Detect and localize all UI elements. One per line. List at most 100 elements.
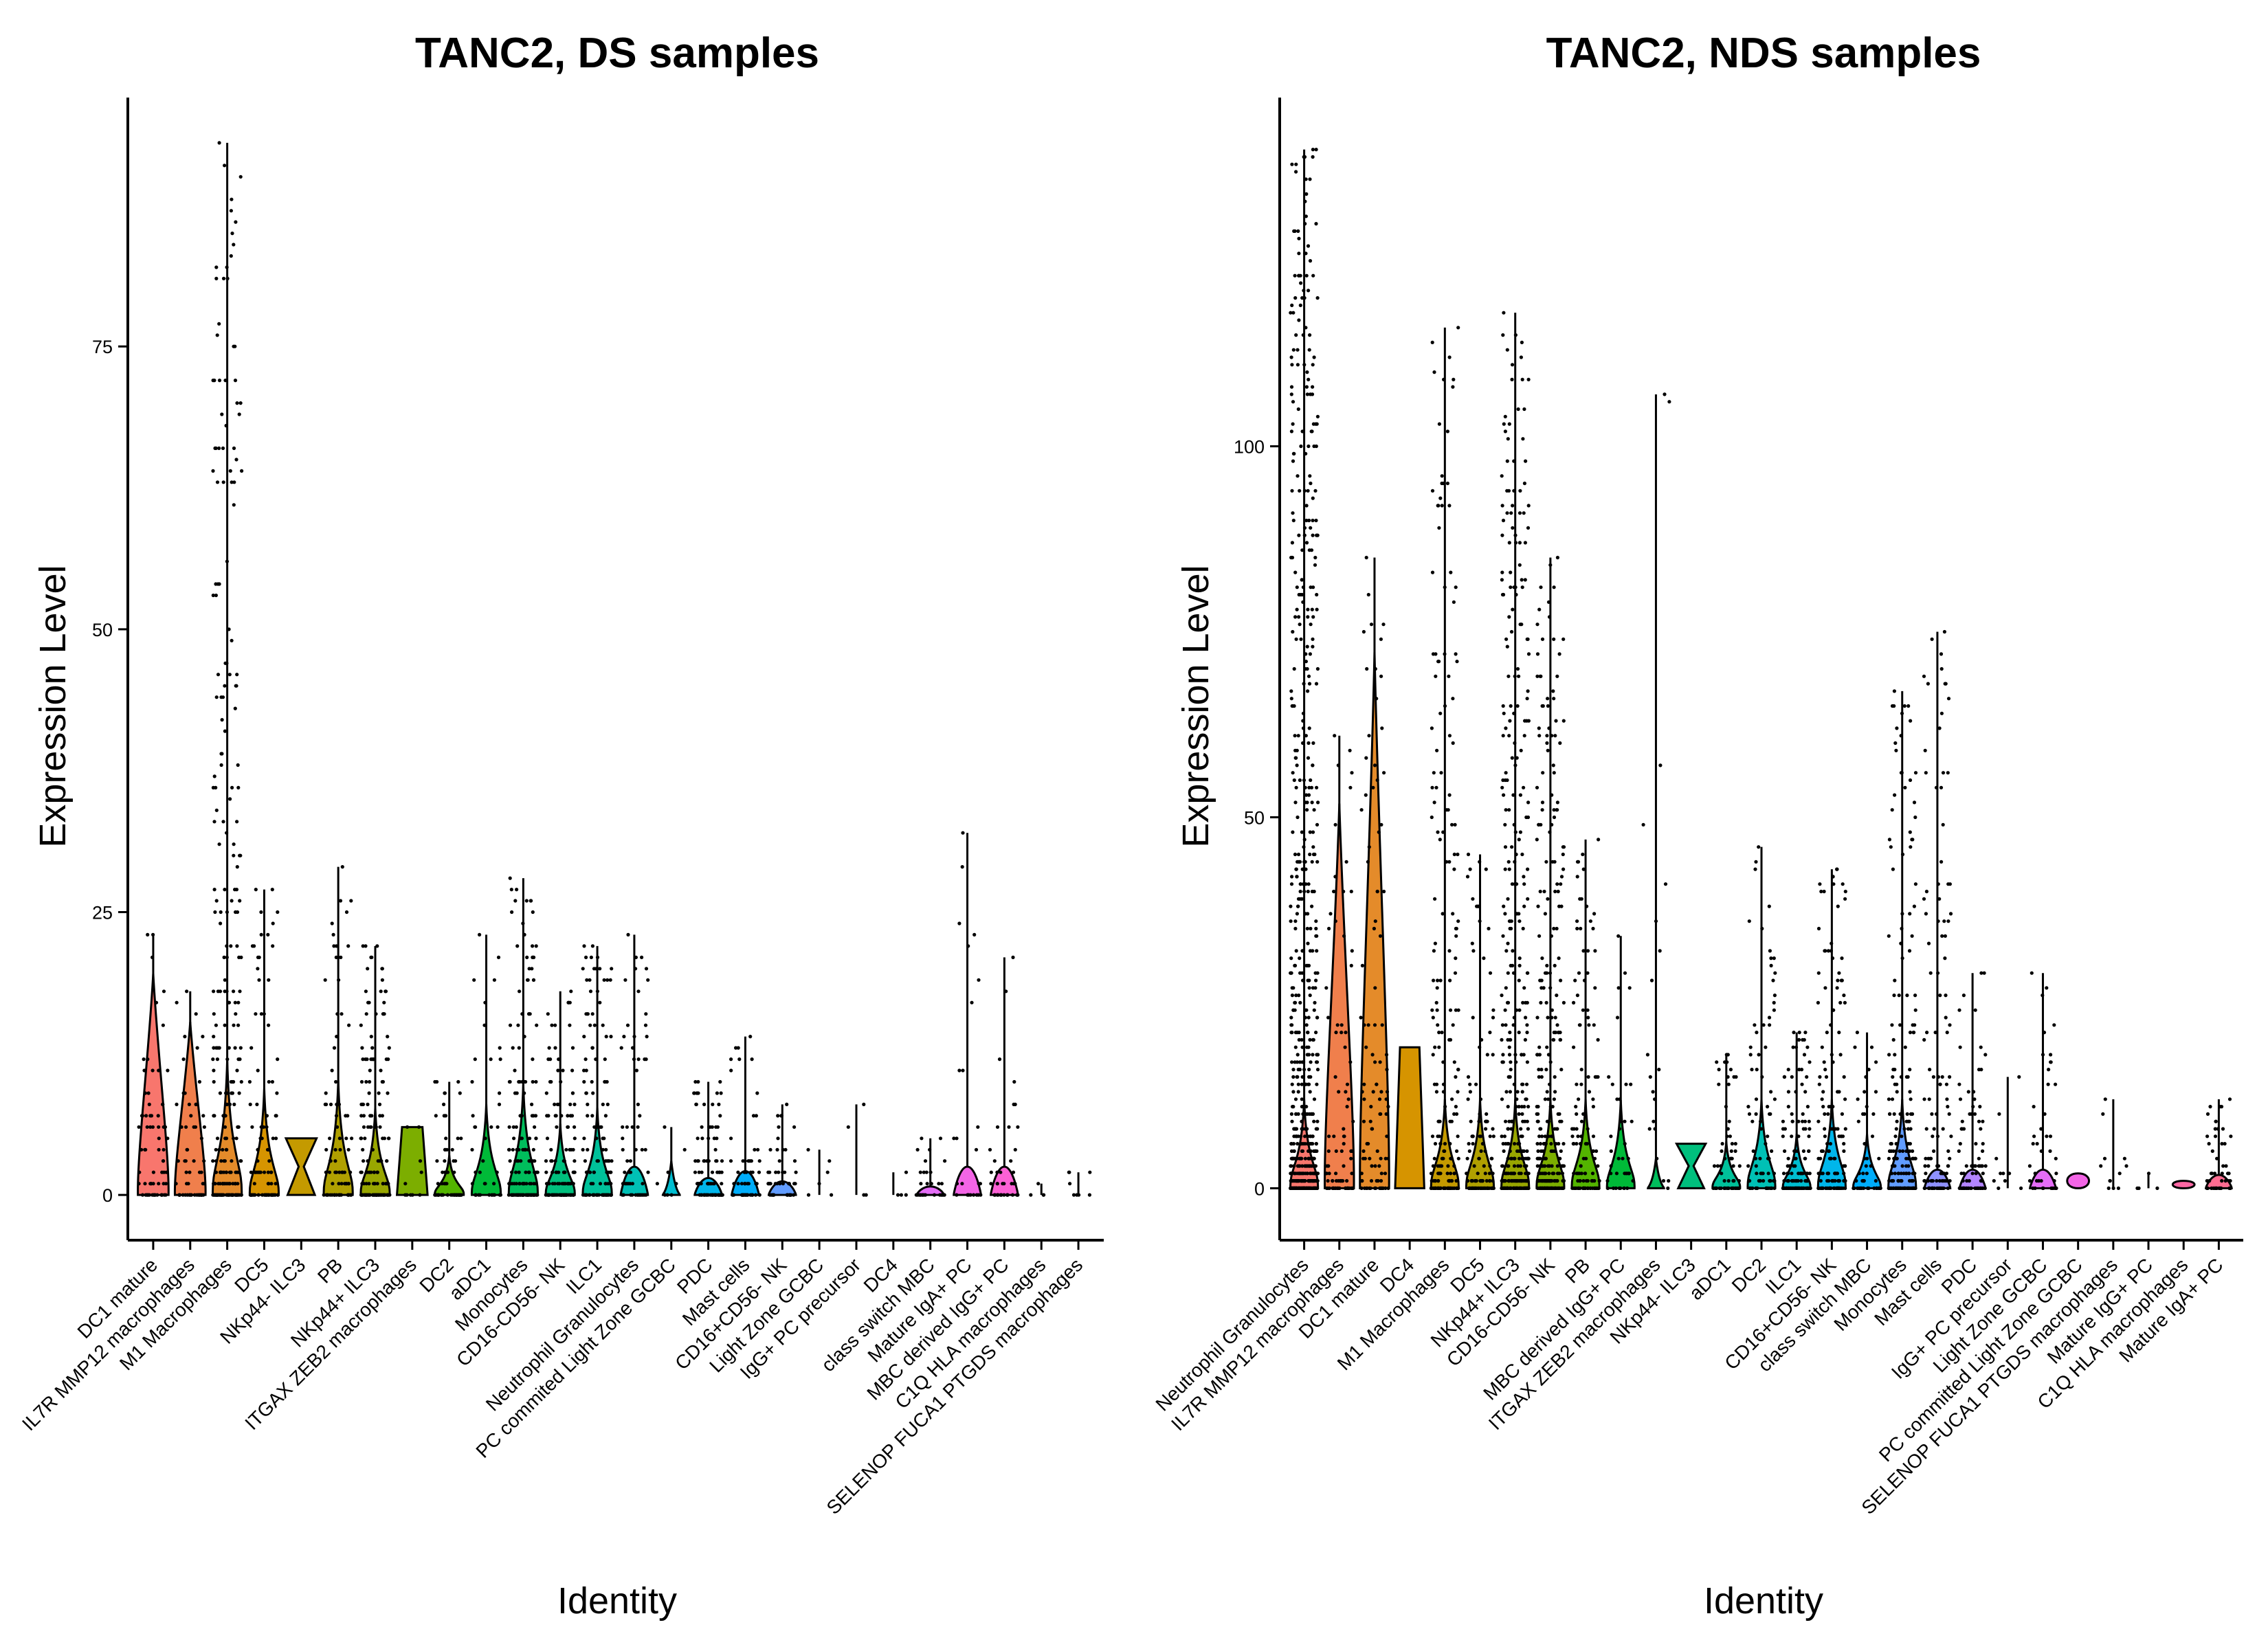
jitter-point [1863, 1156, 1867, 1160]
jitter-point [1547, 615, 1552, 619]
jitter-point [223, 1136, 227, 1141]
jitter-point [1797, 1134, 1801, 1138]
jitter-point [1978, 1105, 1982, 1109]
jitter-point [1924, 1156, 1928, 1160]
jitter-point [1609, 1149, 1613, 1153]
jitter-point [1375, 697, 1379, 701]
jitter-point [1438, 978, 1443, 983]
jitter-point [1559, 1068, 1564, 1072]
jitter-point [1306, 689, 1310, 693]
jitter-point [1540, 637, 1545, 641]
jitter-point [521, 921, 525, 926]
jitter-point [256, 1193, 260, 1197]
jitter-point [192, 1193, 197, 1197]
jitter-point [1501, 1179, 1505, 1183]
violin-panel-nds: TANC2, NDS samples Expression Level Iden… [1152, 30, 2243, 1622]
jitter-point [262, 1125, 266, 1129]
jitter-point [218, 1091, 222, 1095]
jitter-point [666, 1170, 670, 1174]
jitter-point [1326, 1179, 1330, 1183]
jitter-point [1972, 1090, 1976, 1094]
jitter-point [163, 1125, 168, 1129]
jitter-point [1892, 704, 1896, 708]
jitter-point [1537, 734, 1542, 738]
jitter-point [1445, 1171, 1449, 1176]
jitter-point [1755, 1171, 1759, 1176]
jitter-point [227, 627, 231, 631]
y-tick-label: 75 [92, 337, 113, 357]
jitter-point [1292, 1171, 1296, 1176]
jitter-point [221, 446, 225, 451]
jitter-point [1016, 1193, 1020, 1197]
jitter-point [1840, 978, 1844, 983]
jitter-point [328, 1193, 333, 1197]
jitter-point [1500, 474, 1504, 478]
jitter-point [1289, 311, 1293, 315]
jitter-point [1926, 941, 1931, 945]
jitter-point [1546, 748, 1550, 752]
x-tick-label-dc2: DC2 [1728, 1254, 1770, 1297]
jitter-point [1367, 845, 1371, 849]
jitter-point [1310, 1112, 1314, 1116]
jitter-point [1441, 830, 1445, 834]
jitter-point [1842, 1164, 1846, 1168]
jitter-point [1575, 1171, 1579, 1176]
x-tick-label-neutrophil-granulocytes: Neutrophil Granulocytes [1152, 1254, 1313, 1415]
jitter-point [1575, 926, 1579, 931]
jitter-point [1948, 1156, 1952, 1160]
jitter-point [1836, 1090, 1840, 1094]
jitter-point [1854, 1179, 1858, 1183]
jitter-point [720, 1182, 724, 1186]
jitter-point [1298, 778, 1302, 783]
jitter-point [1297, 533, 1301, 537]
jitter-point [1524, 1082, 1529, 1086]
jitter-point [1887, 838, 1891, 842]
jitter-point [1961, 1179, 1965, 1183]
jitter-point [530, 1114, 535, 1118]
jitter-point [1526, 526, 1531, 530]
jitter-point [1491, 1008, 1496, 1012]
jitter-point [1359, 1016, 1363, 1020]
jitter-point [377, 1091, 381, 1095]
jitter-point [1519, 355, 1523, 359]
jitter-point [2205, 1134, 2210, 1138]
jitter-point [1506, 1186, 1510, 1190]
jitter-point [1511, 1171, 1515, 1176]
jitter-point [1820, 1186, 1824, 1190]
jitter-point [507, 1125, 511, 1129]
jitter-point [1304, 867, 1308, 871]
jitter-point [778, 1182, 782, 1186]
jitter-point [1314, 1127, 1318, 1131]
jitter-point [1344, 860, 1348, 864]
jitter-point [1554, 1142, 1558, 1146]
jitter-point [332, 1046, 337, 1050]
jitter-point [1298, 1000, 1302, 1005]
jitter-point [1373, 1060, 1377, 1064]
jitter-point [2039, 1127, 2043, 1131]
jitter-point [236, 1023, 241, 1027]
jitter-point [1296, 348, 1300, 352]
jitter-point [521, 1147, 525, 1152]
jitter-point [1900, 912, 1904, 916]
jitter-point [2116, 1186, 2120, 1190]
jitter-point [1365, 666, 1369, 671]
jitter-point [1307, 785, 1311, 789]
jitter-point [513, 899, 518, 903]
jitter-point [2103, 1097, 2107, 1101]
jitter-point [1840, 956, 1844, 961]
jitter-point [324, 1102, 329, 1106]
jitter-point [1385, 1134, 1389, 1138]
jitter-point [1311, 1037, 1315, 1042]
jitter-point [1540, 1134, 1544, 1138]
jitter-point [634, 1147, 638, 1152]
jitter-point [553, 1046, 557, 1050]
jitter-point [1555, 882, 1559, 886]
jitter-point [498, 1091, 502, 1095]
jitter-point [1997, 1112, 2001, 1116]
jitter-point [1520, 852, 1524, 857]
jitter-point [1781, 1127, 1786, 1131]
jitter-point [1293, 570, 1298, 574]
jitter-point [1523, 719, 1527, 723]
jitter-point [1609, 1171, 1613, 1176]
jitter-point [1456, 1068, 1460, 1072]
